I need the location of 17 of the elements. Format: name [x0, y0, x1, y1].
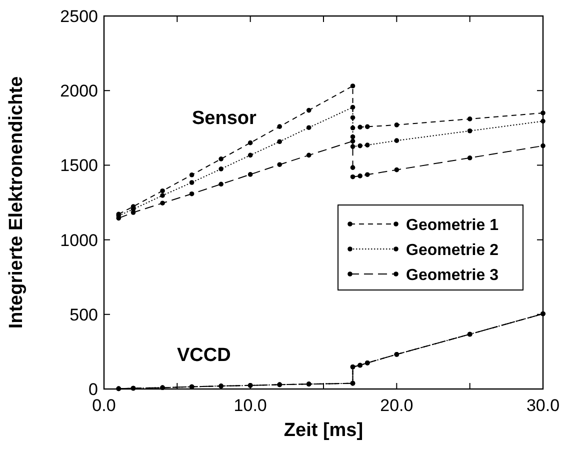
legend-label: Geometrie 1: [406, 217, 499, 234]
y-tick-label: 0: [88, 380, 98, 399]
y-axis-title: Integrierte Elektronendichte: [6, 76, 27, 329]
y-tick-label: 1000: [60, 230, 98, 250]
x-axis-title: Zeit [ms]: [284, 420, 364, 441]
y-tick-label: 2500: [60, 7, 98, 26]
x-tick-label: 20.0: [380, 396, 414, 415]
x-tick-label: 10.0: [234, 396, 267, 415]
annotation: VCCD: [177, 345, 231, 366]
legend-label: Geometrie 3: [406, 267, 499, 284]
y-tick-label: 500: [70, 305, 98, 324]
x-tick-label: 0.0: [92, 396, 116, 415]
x-tick-label: 30.0: [526, 396, 560, 415]
y-tick-label: 2000: [60, 82, 98, 101]
y-tick-label: 1500: [60, 156, 98, 176]
legend-label: Geometrie 2: [406, 242, 499, 259]
annotation: Sensor: [192, 108, 258, 129]
